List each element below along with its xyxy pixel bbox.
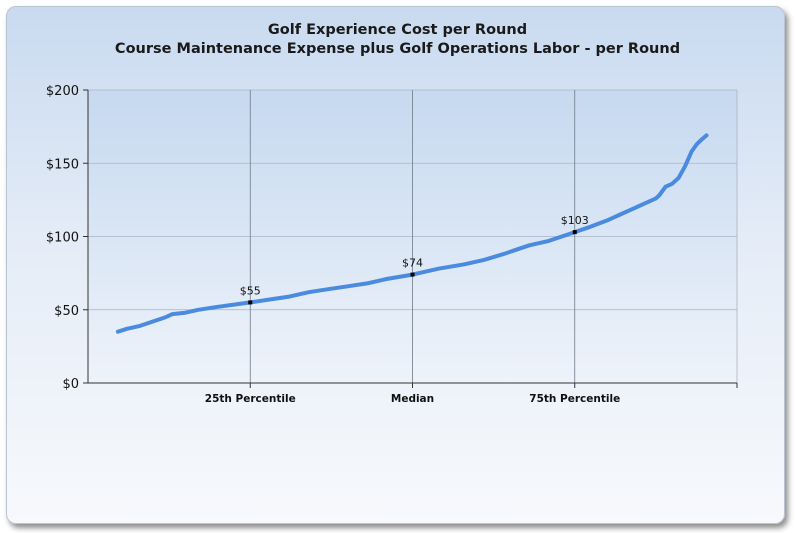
y-tick-label: $50 bbox=[54, 304, 79, 319]
series-line bbox=[115, 133, 709, 334]
y-tick-label: $200 bbox=[46, 84, 79, 99]
x-tick-label: Median bbox=[391, 393, 434, 405]
chart-subtitle: Course Maintenance Expense plus Golf Ope… bbox=[114, 41, 681, 57]
data-label: $103 bbox=[561, 214, 589, 227]
data-point-marker bbox=[572, 230, 577, 235]
data-point-marker bbox=[248, 300, 253, 305]
data-point-marker bbox=[410, 272, 415, 277]
y-tick-label: $100 bbox=[46, 231, 79, 246]
y-tick-label: $150 bbox=[46, 157, 79, 172]
chart-title: Golf Experience Cost per Round bbox=[267, 22, 528, 38]
data-label: $55 bbox=[240, 284, 261, 297]
x-tick-label: 75th Percentile bbox=[529, 393, 620, 405]
x-tick-label: 25th Percentile bbox=[205, 393, 296, 405]
data-label: $74 bbox=[402, 257, 423, 270]
y-tick-label: $0 bbox=[62, 377, 79, 392]
